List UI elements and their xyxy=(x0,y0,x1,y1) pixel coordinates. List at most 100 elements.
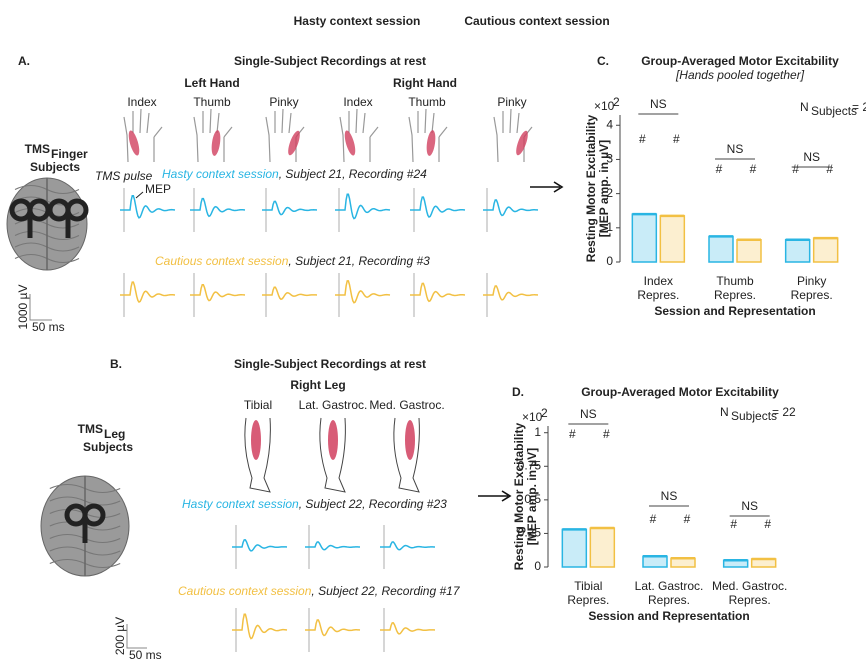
emg-trace xyxy=(483,199,539,217)
n-sub: Subjects xyxy=(811,104,857,118)
muscle xyxy=(426,130,436,156)
legend-entry: Cautious context session xyxy=(464,14,609,28)
digit-label: Thumb xyxy=(193,95,231,109)
emg-trace xyxy=(262,286,318,301)
x-tick-label: Index xyxy=(644,274,673,288)
n-label: N xyxy=(720,405,729,419)
hand xyxy=(339,108,379,163)
scale-bar xyxy=(29,294,52,321)
bar xyxy=(659,215,686,263)
significance-mark: # xyxy=(603,427,610,441)
significance-mark: # xyxy=(673,132,680,146)
group-sub: Leg xyxy=(104,427,125,441)
panel-label: B. xyxy=(110,357,122,371)
recording-detail: , Subject 22, Recording #17 xyxy=(311,584,460,598)
panel-label: A. xyxy=(18,54,30,68)
bar xyxy=(631,213,658,263)
significance-mark: # xyxy=(826,162,833,176)
y-multiplier: ×10 xyxy=(594,99,615,113)
x-tick-label: Repres. xyxy=(714,288,756,302)
n-text: = 21 xyxy=(852,100,866,114)
recording-detail: , Subject 21, Recording #3 xyxy=(288,254,430,268)
session-name: Cautious context session xyxy=(178,584,312,598)
ns-label: NS xyxy=(650,97,667,111)
emg-trace xyxy=(232,613,288,640)
muscle xyxy=(328,420,338,460)
muscle xyxy=(211,130,221,156)
y-tick-label: 0.25 xyxy=(518,526,542,540)
muscle xyxy=(288,130,300,156)
trace-caption: Cautious context session, Subject 22, Re… xyxy=(178,584,461,598)
y-tick-label: 0.5 xyxy=(524,492,541,506)
group-label: TMS xyxy=(25,142,50,156)
chart-title: Group-Averaged Motor Excitability xyxy=(641,54,839,68)
n-text: = 22 xyxy=(772,405,796,419)
session-name: Cautious context session xyxy=(155,254,289,268)
hand xyxy=(265,108,305,163)
significance-mark: # xyxy=(730,517,737,531)
scale-bar xyxy=(126,624,147,649)
hand-label: Right Hand xyxy=(393,76,457,90)
scale-amp: 200 µV xyxy=(113,617,127,655)
x-tick-label: Lat. Gastroc. xyxy=(635,579,704,593)
muscle xyxy=(128,130,140,156)
emg-trace xyxy=(305,541,361,551)
y-axis-label: Resting Motor Excitability xyxy=(584,115,598,263)
emg-trace xyxy=(380,541,436,551)
chart-subtitle: [Hands pooled together] xyxy=(675,68,805,82)
muscle xyxy=(516,130,528,156)
emg-trace xyxy=(120,281,176,304)
y-tick-label: 1 xyxy=(534,425,541,439)
hand xyxy=(408,108,448,163)
emg-trace xyxy=(335,280,391,304)
x-tick-label: Repres. xyxy=(791,288,833,302)
muscle xyxy=(251,420,261,460)
muscle xyxy=(344,130,356,156)
trace-caption: Hasty context session, Subject 22, Recor… xyxy=(182,497,447,511)
x-tick-label: Repres. xyxy=(648,593,690,607)
y-multiplier-exp: 2 xyxy=(541,406,548,420)
hand xyxy=(493,108,533,163)
emg-trace xyxy=(190,283,246,302)
muscle-label: Tibial xyxy=(244,398,272,412)
hand xyxy=(193,108,233,163)
significance-mark: # xyxy=(650,512,657,526)
panel-label: C. xyxy=(597,54,609,68)
emg-trace xyxy=(410,282,466,303)
emg-trace xyxy=(190,197,246,218)
x-axis-label: Session and Representation xyxy=(588,609,749,623)
significance-mark: # xyxy=(750,162,757,176)
y-tick-label: 1 xyxy=(606,220,613,234)
emg-trace xyxy=(120,194,176,219)
bar xyxy=(589,527,616,568)
x-tick-label: Repres. xyxy=(567,593,609,607)
y-axis-label: [MEP amp. in µV] xyxy=(525,448,539,545)
recording-detail: , Subject 22, Recording #23 xyxy=(299,497,447,511)
significance-mark: # xyxy=(569,427,576,441)
x-tick-label: Tibial xyxy=(574,579,602,593)
trace-caption: Cautious context session, Subject 21, Re… xyxy=(155,254,430,268)
bar xyxy=(812,237,839,263)
scale-amp: 1000 µV xyxy=(16,285,30,330)
ns-label: NS xyxy=(661,489,678,503)
x-tick-label: Med. Gastroc. xyxy=(712,579,787,593)
x-tick-label: Repres. xyxy=(637,288,679,302)
y-tick-label: 0 xyxy=(534,559,541,573)
y-tick-label: 0 xyxy=(606,254,613,268)
muscle-label: Lat. Gastroc. xyxy=(299,398,368,412)
ns-label: NS xyxy=(580,407,597,421)
recording-detail: , Subject 21, Recording #24 xyxy=(279,167,427,181)
emg-trace xyxy=(483,285,539,301)
ns-label: NS xyxy=(741,499,758,513)
emg-trace xyxy=(262,200,318,216)
y-axis-label: [MEP amp. in µV] xyxy=(597,140,611,237)
ns-label: NS xyxy=(803,150,820,164)
session-name: Hasty context session xyxy=(182,497,299,511)
trace-caption: Hasty context session, Subject 21, Recor… xyxy=(162,167,427,181)
bar xyxy=(708,235,734,263)
group-line2: Subjects xyxy=(30,160,80,174)
panel-title: Single-Subject Recordings at rest xyxy=(234,357,426,371)
emg-trace xyxy=(305,619,361,637)
x-axis-label: Session and Representation xyxy=(654,304,815,318)
